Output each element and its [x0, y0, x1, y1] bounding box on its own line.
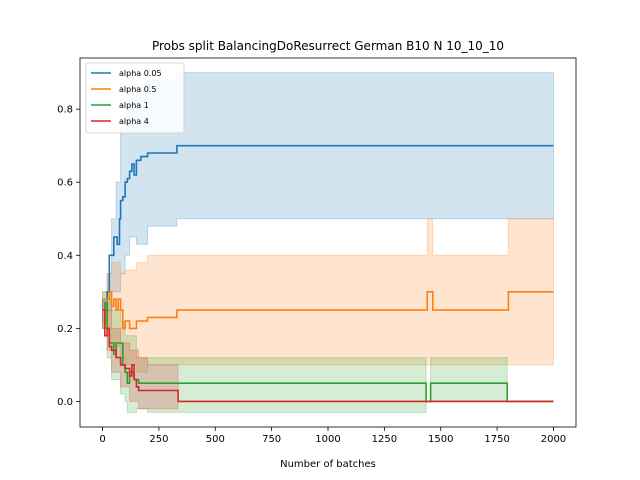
x-tick-label-3: 750: [262, 434, 281, 445]
y-tick-label-2: 0.4: [57, 251, 73, 262]
y-tick-label-3: 0.6: [57, 178, 73, 189]
legend-label-1: alpha 0.5: [119, 85, 156, 94]
x-tick-label-5: 1250: [372, 434, 397, 445]
x-tick-label-0: 0: [99, 434, 105, 445]
confidence-bands: [102, 72, 554, 413]
x-tick-label-7: 1750: [484, 434, 509, 445]
y-tick-label-4: 0.8: [57, 105, 73, 116]
y-axis-ticks: 0.0 0.2 0.4 0.6 0.8: [57, 105, 80, 408]
band-series-3: [102, 298, 554, 410]
x-tick-label-2: 500: [206, 434, 225, 445]
series-lines: [102, 144, 554, 403]
x-tick-label-8: 2000: [541, 434, 566, 445]
legend-box: [85, 62, 185, 134]
x-tick-label-4: 1000: [315, 434, 340, 445]
x-tick-label-6: 1500: [428, 434, 453, 445]
y-tick-label-1: 0.2: [57, 324, 73, 335]
x-axis-label: Number of batches: [280, 459, 376, 470]
legend-label-2: alpha 1: [119, 101, 149, 110]
line-series-0: [102, 144, 554, 311]
x-axis-ticks: 0 250 500 750 1000 1250 1500 1750 2000: [99, 427, 566, 445]
line-series-1: [102, 291, 554, 330]
legend-label-3: alpha 4: [119, 117, 149, 126]
y-tick-label-0: 0.0: [57, 397, 73, 408]
legend: alpha 0.05 alpha 0.5 alpha 1 alpha 4: [85, 62, 185, 134]
x-tick-label-1: 250: [149, 434, 168, 445]
chart-title: Probs split BalancingDoResurrect German …: [152, 39, 504, 53]
legend-label-0: alpha 0.05: [119, 69, 162, 78]
line-series-3: [102, 309, 554, 403]
